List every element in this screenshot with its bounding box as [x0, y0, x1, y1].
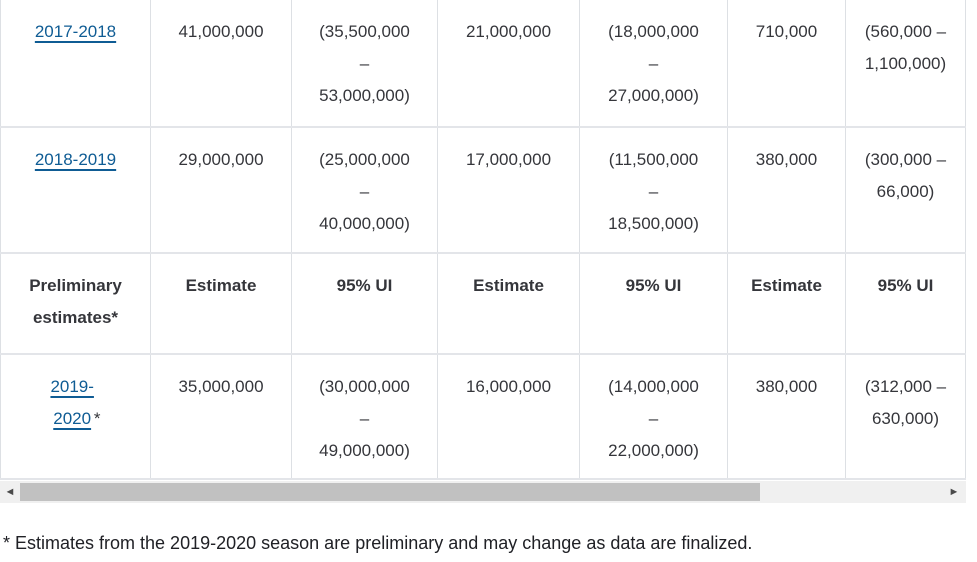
ui-line: (560,000 –: [864, 22, 947, 41]
ui-line: –: [648, 182, 659, 201]
cell-illnesses-estimate: 35,000,000: [150, 354, 292, 480]
ui-line: (312,000 –: [864, 377, 947, 396]
cell-hosp-ui: (560,000 – 1,100,000): [845, 0, 966, 128]
ui-line: 66,000): [876, 182, 935, 201]
ui-line: (18,000,000: [608, 22, 699, 41]
cell-illnesses-ui: (25,000,000 – 40,000,000): [291, 127, 438, 254]
scrollbar-thumb[interactable]: [20, 483, 760, 501]
cell-visits-estimate: 16,000,000: [437, 354, 580, 480]
ui-line: –: [359, 409, 370, 428]
cell-illnesses-estimate: 29,000,000: [150, 127, 292, 254]
ui-line: (11,500,000: [608, 150, 699, 169]
ui-line: –: [359, 182, 370, 201]
ui-line: –: [648, 409, 659, 428]
cell-illnesses-ui: (35,500,000 – 53,000,000): [291, 0, 438, 128]
cell-visits-estimate: 17,000,000: [437, 127, 580, 254]
ui-line: 53,000,000): [319, 86, 410, 105]
cell-clipped: [965, 253, 966, 355]
header-95-ui: 95% UI: [291, 253, 438, 355]
season-label-line: 2020: [53, 409, 92, 428]
header-estimate: Estimate: [437, 253, 580, 355]
ui-line: 27,000,000): [608, 86, 699, 105]
season-label: 2018-2019: [34, 150, 117, 169]
cell-clipped: [965, 0, 966, 128]
header-estimate: Estimate: [150, 253, 292, 355]
estimate-value: 29,000,000: [178, 150, 264, 169]
cell-hosp-estimate: 710,000: [727, 0, 846, 128]
estimate-value: 16,000,000: [465, 377, 552, 396]
estimate-value: 710,000: [755, 22, 818, 41]
cell-visits-ui: (18,000,000 – 27,000,000): [579, 0, 728, 128]
table-header-row: Preliminary estimates* Estimate 95% UI E…: [0, 253, 966, 355]
ui-line: 40,000,000): [319, 214, 410, 233]
ui-line: (35,500,000: [319, 22, 410, 41]
burden-estimates-table: 2017-2018 41,000,000 (35,500,000 – 53,00…: [0, 0, 966, 480]
cell-hosp-estimate: 380,000: [727, 127, 846, 254]
ui-line: (30,000,000: [319, 377, 410, 396]
ui-line: 49,000,000): [319, 441, 410, 460]
estimate-value: 41,000,000: [178, 22, 264, 41]
table-scroll-region: 2017-2018 41,000,000 (35,500,000 – 53,00…: [0, 0, 966, 503]
header-95-ui: 95% UI: [845, 253, 966, 355]
table-row: 2017-2018 41,000,000 (35,500,000 – 53,00…: [0, 0, 966, 128]
ui-line: –: [359, 54, 370, 73]
estimate-value: 380,000: [755, 150, 818, 169]
cell-illnesses-estimate: 41,000,000: [150, 0, 292, 128]
ui-line: 630,000): [871, 409, 940, 428]
cell-clipped: [965, 354, 966, 480]
scroll-left-arrow-icon[interactable]: ◄: [4, 486, 16, 498]
ui-line: (25,000,000: [319, 150, 410, 169]
estimate-value: 17,000,000: [465, 150, 552, 169]
cell-hosp-ui: (300,000 – 66,000): [845, 127, 966, 254]
table-row: 2019- 2020 * 35,000,000 (30,000,000 – 49,0…: [0, 354, 966, 480]
header-95-ui: 95% UI: [579, 253, 728, 355]
cell-visits-ui: (11,500,000 – 18,500,000): [579, 127, 728, 254]
estimate-value: 21,000,000: [465, 22, 552, 41]
cell-clipped: [965, 127, 966, 254]
footnote: * Estimates from the 2019-2020 season ar…: [3, 533, 753, 553]
cell-illnesses-ui: (30,000,000 – 49,000,000): [291, 354, 438, 480]
scroll-right-arrow-icon[interactable]: ►: [948, 486, 960, 498]
season-link-2018-2019[interactable]: 2018-2019: [35, 144, 116, 176]
ui-line: (300,000 –: [864, 150, 947, 169]
estimate-value: 35,000,000: [178, 377, 264, 396]
table-viewport: 2017-2018 41,000,000 (35,500,000 – 53,00…: [0, 0, 966, 480]
cell-season: 2018-2019: [0, 127, 151, 254]
header-estimate: Estimate: [727, 253, 846, 355]
ui-line: –: [648, 54, 659, 73]
cell-season: 2017-2018: [0, 0, 151, 128]
ui-line: 18,500,000): [608, 214, 699, 233]
ui-line: (14,000,000: [608, 377, 699, 396]
table-row: 2018-2019 29,000,000 (25,000,000 – 40,00…: [0, 127, 966, 254]
cell-hosp-estimate: 380,000: [727, 354, 846, 480]
season-link-2019-2020[interactable]: 2019- 2020: [50, 371, 93, 435]
cell-season: 2019- 2020 *: [0, 354, 151, 480]
season-label-line: 2019-: [50, 377, 94, 396]
season-link-2017-2018[interactable]: 2017-2018: [35, 16, 116, 48]
cell-visits-estimate: 21,000,000: [437, 0, 580, 128]
horizontal-scrollbar[interactable]: ◄ ►: [0, 481, 966, 503]
estimate-value: 380,000: [755, 377, 818, 396]
ui-line: 1,100,000): [864, 54, 947, 73]
header-preliminary-estimates: Preliminary estimates*: [0, 253, 151, 355]
ui-line: 22,000,000): [608, 441, 699, 460]
season-asterisk: *: [93, 409, 101, 428]
cell-hosp-ui: (312,000 – 630,000): [845, 354, 966, 480]
cell-visits-ui: (14,000,000 – 22,000,000): [579, 354, 728, 480]
season-label: 2017-2018: [34, 22, 117, 41]
